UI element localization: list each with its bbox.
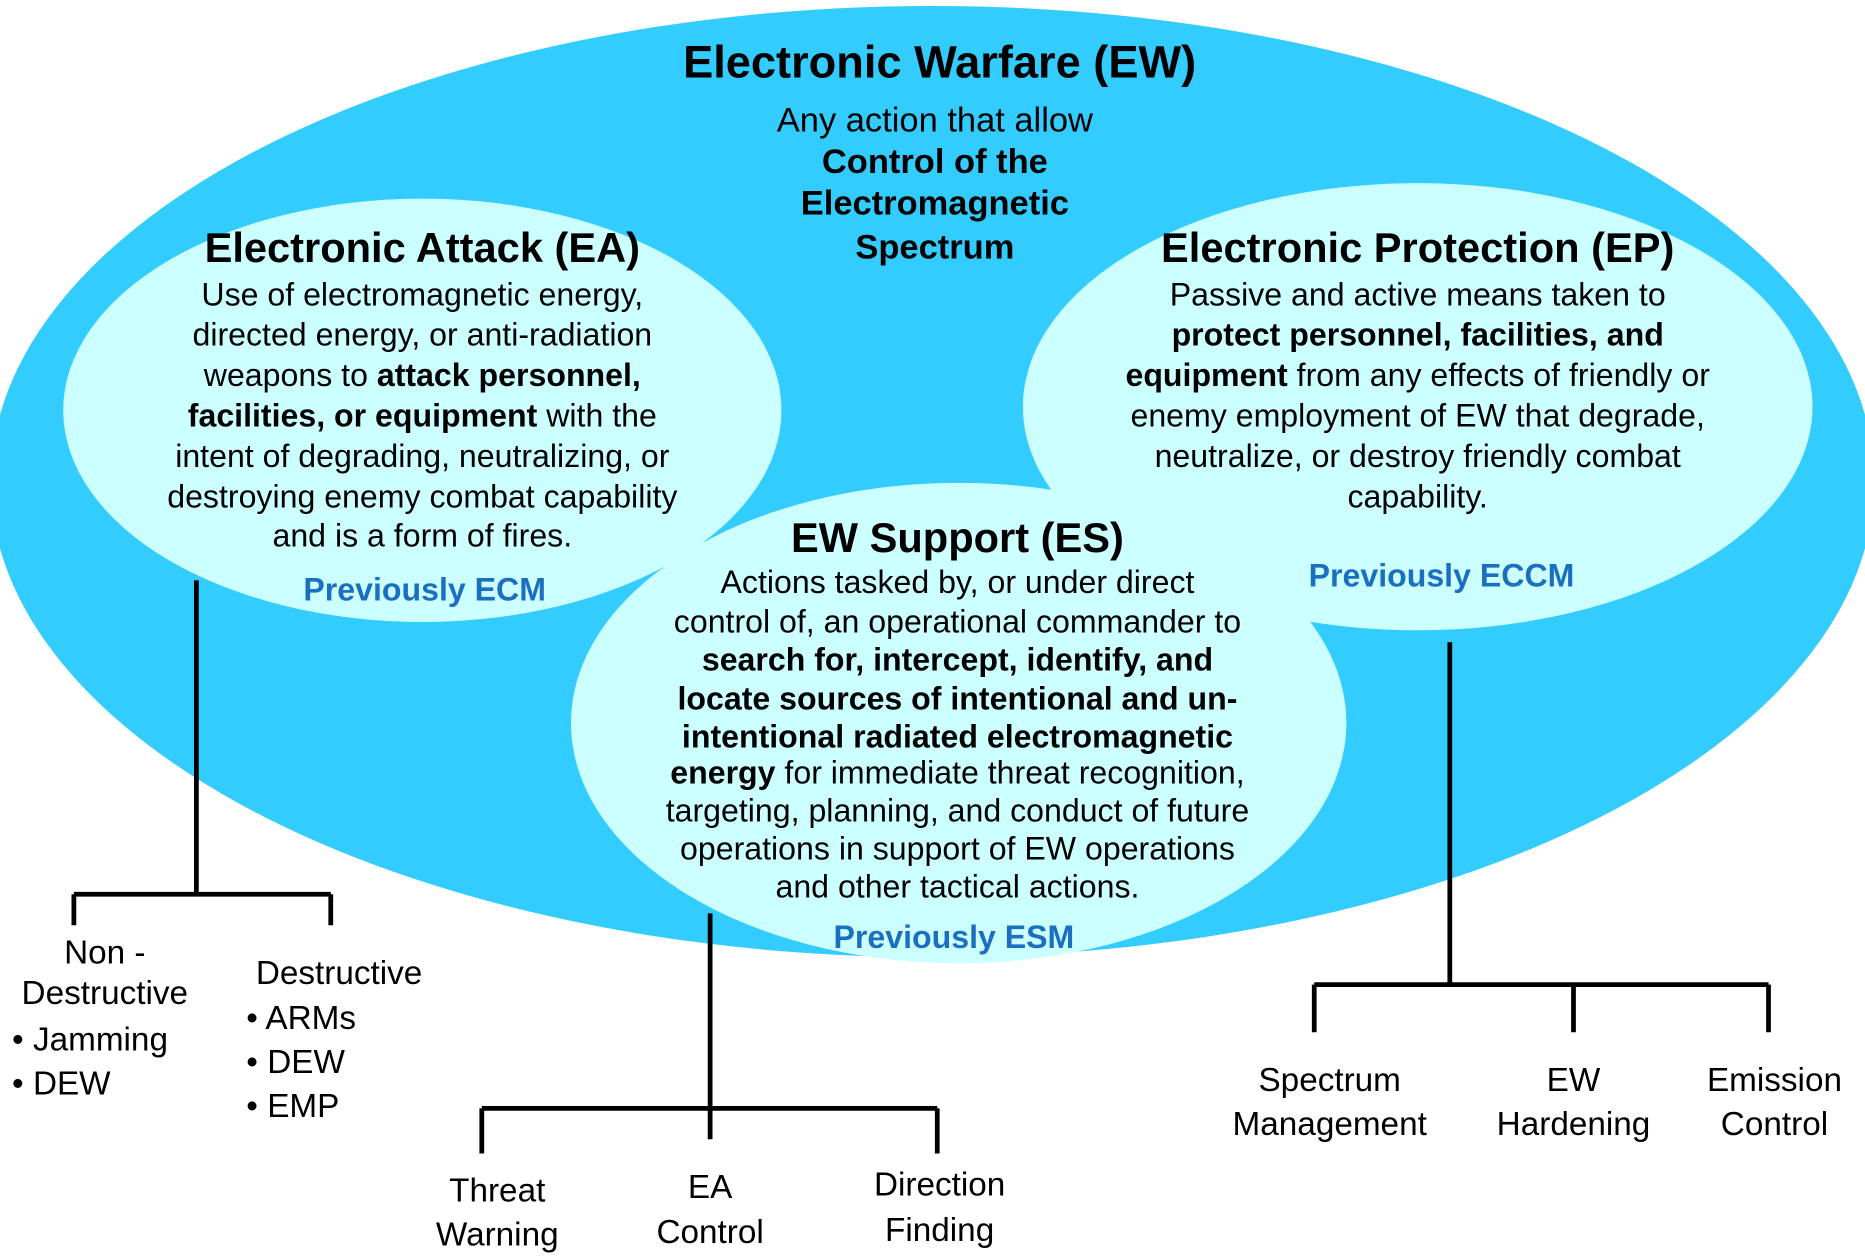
- main-title: Electronic Warfare (EW): [683, 36, 1196, 87]
- text-span: with the: [537, 398, 657, 434]
- leaf-label: Threat: [449, 1173, 545, 1210]
- text-line: protect personnel, facilities, and: [1172, 317, 1664, 353]
- text-line: operations in support of EW operations: [680, 831, 1235, 867]
- text-span: and is a form of fires.: [272, 518, 572, 554]
- text-line: Any action that allow: [777, 102, 1093, 140]
- es-bubble: [570, 482, 1347, 964]
- text-span: Actions tasked by, or under direct: [721, 565, 1195, 601]
- text-span: for immediate threat recognition,: [776, 755, 1245, 791]
- leaf-label: Management: [1233, 1106, 1427, 1143]
- bold-text: equipment: [1125, 358, 1288, 394]
- previously-label: Previously ESM: [833, 919, 1074, 955]
- ep-tree: [1311, 642, 1771, 1033]
- leaf-label: Direction: [874, 1167, 1005, 1204]
- leaf-label: EA: [688, 1169, 733, 1206]
- text-line: weapons to attack personnel,: [203, 358, 641, 394]
- ep-bubble: [1022, 183, 1813, 631]
- text-line: equipment from any effects of friendly o…: [1125, 358, 1710, 394]
- text-line: neutralize, or destroy friendly combat: [1155, 439, 1681, 475]
- previously-label: Previously ECCM: [1309, 557, 1575, 593]
- leaf-item: • DEW: [12, 1066, 111, 1103]
- leaf-label: Spectrum: [1258, 1062, 1400, 1099]
- text-span: capability.: [1348, 479, 1488, 515]
- text-span: from any effects of friendly or: [1288, 358, 1710, 394]
- text-line: facilities, or equipment with the: [188, 398, 657, 434]
- text-span: directed energy, or anti-radiation: [192, 317, 652, 353]
- text-span: and other tactical actions.: [775, 869, 1139, 905]
- text-span: neutralize, or destroy friendly combat: [1155, 439, 1681, 475]
- leaf-label: Destructive: [256, 955, 422, 992]
- bold-text: energy: [670, 755, 775, 791]
- text-span: Use of electromagnetic energy,: [201, 277, 643, 313]
- leaf-label: Control: [1721, 1106, 1828, 1143]
- bold-text: locate sources of intentional and un-: [678, 681, 1238, 717]
- text-line: intent of degrading, neutralizing, or: [175, 439, 670, 475]
- bold-text: Spectrum: [855, 229, 1014, 267]
- text-span: operations in support of EW operations: [680, 831, 1235, 867]
- text-line: Passive and active means taken to: [1170, 277, 1666, 313]
- text-line: energy for immediate threat recognition,: [670, 755, 1244, 791]
- text-line: destroying enemy combat capability: [167, 479, 677, 515]
- leaf-label: Control: [656, 1214, 763, 1251]
- bold-text: facilities, or equipment: [188, 398, 538, 434]
- bold-text: attack personnel,: [377, 358, 641, 394]
- leaf-label: EW: [1547, 1062, 1601, 1099]
- text-span: enemy employment of EW that degrade,: [1130, 398, 1704, 434]
- bold-text: protect personnel, facilities, and: [1172, 317, 1664, 353]
- text-span: targeting, planning, and conduct of futu…: [666, 793, 1249, 829]
- leaf-label: Non -: [64, 935, 145, 972]
- es-connector: [479, 913, 940, 1154]
- text-span: destroying enemy combat capability: [167, 479, 677, 515]
- text-span: Any action that allow: [777, 102, 1093, 140]
- text-line: intentional radiated electromagnetic: [682, 719, 1233, 755]
- leaf-label: Hardening: [1497, 1106, 1651, 1143]
- bold-text: Electromagnetic: [801, 185, 1069, 223]
- text-line: Actions tasked by, or under direct: [721, 565, 1195, 601]
- bold-text: intentional radiated electromagnetic: [682, 719, 1233, 755]
- bold-text: Control of the: [822, 143, 1048, 181]
- text-line: Use of electromagnetic energy,: [201, 277, 643, 313]
- section-title: EW Support (ES): [791, 514, 1124, 561]
- text-span: intent of degrading, neutralizing, or: [175, 439, 670, 475]
- text-line: capability.: [1348, 479, 1488, 515]
- text-line: and other tactical actions.: [775, 869, 1139, 905]
- text-span: Passive and active means taken to: [1170, 277, 1666, 313]
- leaf-item: • ARMs: [246, 1000, 356, 1037]
- leaf-item: • EMP: [246, 1088, 339, 1125]
- ep-connector: [1311, 642, 1771, 1033]
- text-line: and is a form of fires.: [272, 518, 572, 554]
- leaf-item: • DEW: [246, 1044, 345, 1081]
- text-line: targeting, planning, and conduct of futu…: [666, 793, 1249, 829]
- text-span: control of, an operational commander to: [674, 604, 1241, 640]
- text-line: search for, intercept, identify, and: [702, 642, 1213, 678]
- section-title: Electronic Protection (EP): [1161, 224, 1674, 271]
- bold-text: search for, intercept, identify, and: [702, 642, 1213, 678]
- text-line: directed energy, or anti-radiation: [192, 317, 652, 353]
- leaf-label: Warning: [436, 1217, 559, 1254]
- ea-tree: [71, 580, 334, 926]
- ea-bubble: [63, 198, 782, 622]
- leaf-label: Emission: [1707, 1062, 1842, 1099]
- ea-connector: [71, 580, 334, 926]
- text-line: Control of the: [822, 143, 1048, 181]
- text-line: control of, an operational commander to: [674, 604, 1241, 640]
- leaf-label: Destructive: [22, 975, 188, 1012]
- previously-label: Previously ECM: [303, 572, 546, 608]
- leaf-item: • Jamming: [12, 1022, 168, 1059]
- text-line: locate sources of intentional and un-: [678, 681, 1238, 717]
- text-line: Electromagnetic: [801, 185, 1069, 223]
- text-span: weapons to: [203, 358, 377, 394]
- text-line: enemy employment of EW that degrade,: [1130, 398, 1704, 434]
- text-line: Spectrum: [855, 229, 1014, 267]
- es-tree: [479, 913, 940, 1154]
- section-title: Electronic Attack (EA): [205, 224, 640, 271]
- leaf-label: Finding: [885, 1212, 994, 1249]
